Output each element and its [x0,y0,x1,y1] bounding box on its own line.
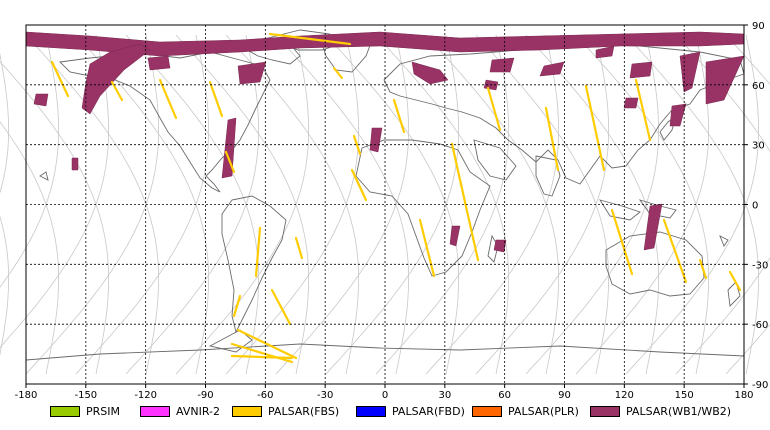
legend: PRSIM AVNIR-2 PALSAR(FBS) PALSAR(FBD) PALSAR… [0,401,770,421]
legend-swatch [590,405,620,417]
x-tick-label: 150 [675,390,694,400]
legend-item: PRSIM [50,401,120,421]
legend-swatch [472,405,502,417]
x-tick-label: -150 [74,390,97,400]
orbit-track [0,215,9,357]
y-tick-label: 90 [752,21,765,32]
legend-label: PALSAR(PLR) [508,404,579,418]
legend-item: PALSAR(FBS) [232,401,339,421]
x-tick-label: 180 [734,390,753,400]
y-tick-label: 30 [752,141,765,152]
orbit-track [0,121,59,375]
palsar-fbs-strips [50,32,742,364]
x-tick-label: 60 [498,390,511,400]
x-tick-label: -120 [134,390,157,400]
x-tick-label: 0 [382,390,388,400]
y-tick-label: -30 [752,260,768,271]
orbit-track [675,256,770,375]
legend-item: PALSAR(WB1/WB2) [590,401,731,421]
orbit-track [0,52,9,194]
x-tick-label: -90 [197,390,213,400]
legend-swatch [232,405,262,417]
legend-item: PALSAR(FBD) [356,401,465,421]
axis-ticks: -180 -150 -120 -90 -60 -30 0 30 60 90 120 150 180 90 6… [15,21,769,400]
y-tick-label: 60 [752,81,765,92]
x-tick-label: -60 [257,390,273,400]
orbit-track [0,34,59,288]
legend-label: PALSAR(FBS) [268,404,340,418]
x-tick-label: -30 [317,390,333,400]
legend-swatch [356,405,386,417]
y-tick-label: -90 [752,380,768,391]
lat-lon-grid [26,25,744,384]
x-tick-label: 90 [558,390,571,400]
y-tick-label: 0 [752,201,758,212]
legend-item: AVNIR-2 [140,401,220,421]
x-tick-label: -180 [15,390,38,400]
x-tick-label: 120 [615,390,634,400]
legend-swatch [140,405,170,417]
legend-label: PALSAR(WB1/WB2) [626,404,732,418]
y-tick-label: -60 [752,320,768,331]
legend-swatch [50,405,80,417]
legend-label: AVNIR-2 [176,404,220,418]
x-tick-label: 30 [438,390,451,400]
legend-label: PALSAR(FBD) [392,404,465,418]
legend-item: PALSAR(PLR) [472,401,579,421]
coverage-map: -180 -150 -120 -90 -60 -30 0 30 60 90 120 150 180 90 6… [0,21,770,400]
legend-label: PRSIM [86,404,120,418]
